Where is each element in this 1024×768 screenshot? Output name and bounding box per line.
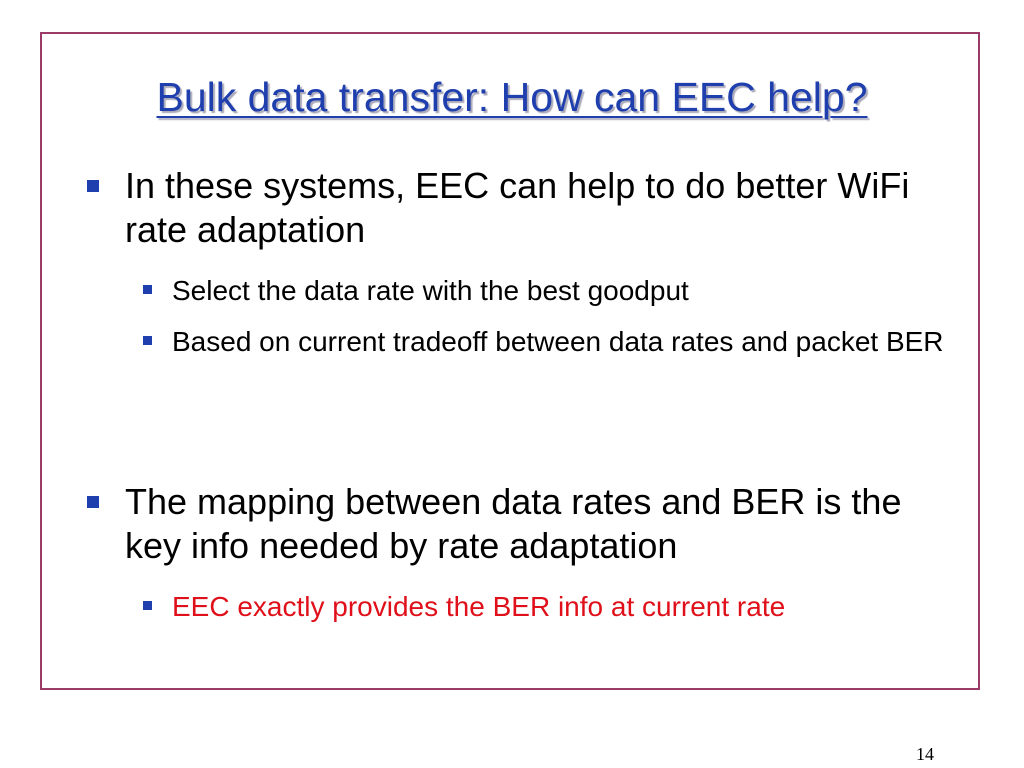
bullet-square-icon [143, 336, 152, 345]
sub-bullet-1-2: Based on current tradeoff between data r… [143, 320, 952, 363]
sub-bullet-1-1: Select the data rate with the best goodp… [143, 269, 952, 312]
sub-bullet-2-1: EEC exactly provides the BER info at cur… [143, 585, 952, 628]
bullet-2: The mapping between data rates and BER i… [87, 480, 945, 568]
bullet-square-icon [143, 601, 152, 610]
slide-title: Bulk data transfer: How can EEC help? [156, 74, 868, 120]
bullet-square-icon [87, 496, 99, 508]
bullet-square-icon [87, 180, 99, 192]
bullet-square-icon [143, 285, 152, 294]
slide-frame [40, 32, 980, 690]
page-number: 14 [916, 744, 934, 764]
bullet-1: In these systems, EEC can help to do bet… [87, 164, 945, 252]
